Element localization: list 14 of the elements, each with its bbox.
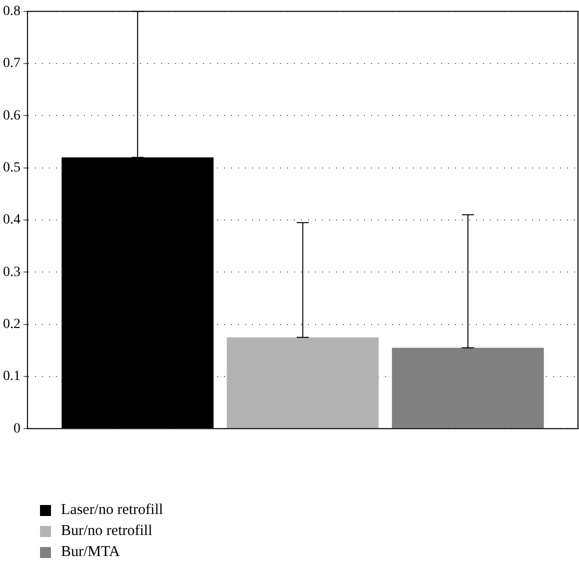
y-tick-label: 0.6 <box>3 108 20 124</box>
y-tick-label: 0.1 <box>3 369 20 384</box>
legend-label: Bur/no retrofill <box>61 523 152 540</box>
bar <box>226 337 379 428</box>
y-tick-label: 0.5 <box>3 160 20 176</box>
y-tick-label: 0.4 <box>3 212 20 228</box>
y-tick-label: 0.2 <box>3 316 20 332</box>
y-tick-label: 0.8 <box>3 4 20 20</box>
y-tick-label: 0 <box>14 421 20 436</box>
legend-label: Laser/no retrofill <box>61 502 164 519</box>
bar <box>392 348 544 428</box>
legend-label: Bur/MTA <box>61 544 120 561</box>
y-tick-label: 0.3 <box>3 264 20 280</box>
y-tick-label: 0.7 <box>3 56 20 72</box>
